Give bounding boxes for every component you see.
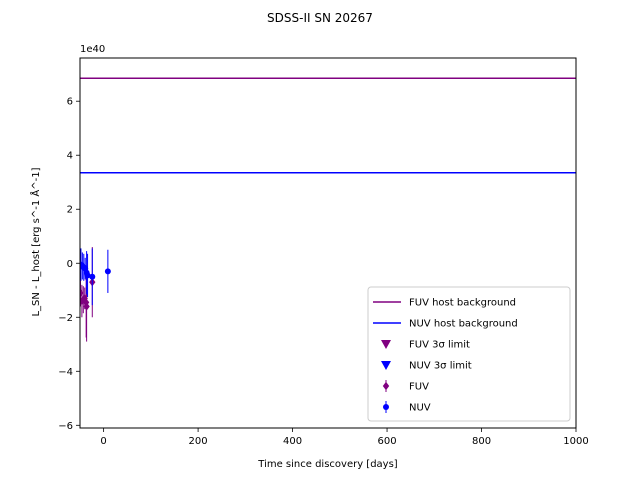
y-tick-label: 0 — [67, 259, 73, 270]
y-offset-label: 1e40 — [80, 44, 105, 55]
y-tick-label: 4 — [67, 151, 73, 162]
y-tick-label: −2 — [58, 313, 73, 324]
legend-handle-nuv — [383, 404, 389, 410]
legend-handle-nuv-3-limit — [381, 361, 391, 370]
x-tick-label: 0 — [100, 436, 106, 447]
legend: FUV host background NUV host background FU… — [367, 286, 571, 422]
legend-handle-fuv — [382, 381, 390, 391]
nuv-point — [89, 273, 96, 280]
legend-label-fuv-host-background: FUV host background — [409, 298, 516, 309]
x-tick-label: 600 — [378, 436, 397, 447]
y-tick-label: −4 — [58, 367, 73, 378]
x-tick-label: 1000 — [563, 436, 588, 447]
nuv-series — [80, 248, 111, 306]
legend-label-nuv: NUV — [409, 403, 431, 414]
x-axis-label: Time since discovery [days] — [257, 459, 398, 470]
plot-area — [80, 77, 576, 342]
chart-title: SDSS-II SN 20267 — [267, 11, 373, 25]
y-axis: −6 −4 −2 0 2 4 6 — [58, 97, 80, 432]
y-tick-label: −6 — [58, 421, 73, 432]
y-tick-label: 2 — [67, 205, 73, 216]
legend-label-nuv-host-background: NUV host background — [409, 319, 518, 330]
nuv-point — [104, 268, 111, 275]
legend-handle-fuv-3-limit — [381, 340, 391, 349]
legend-label-nuv-3-limit: NUV 3σ limit — [409, 361, 472, 372]
y-tick-label: 6 — [67, 97, 73, 108]
legend-label-fuv-3-limit: FUV 3σ limit — [409, 340, 470, 351]
nuv-point — [84, 272, 91, 279]
x-tick-label: 200 — [189, 436, 208, 447]
x-axis: 0 200 400 600 800 1000 — [100, 428, 589, 447]
fuv-point — [83, 302, 90, 311]
plot-frame — [79, 57, 577, 429]
x-tick-label: 400 — [283, 436, 302, 447]
legend-box — [367, 286, 571, 422]
legend-label-fuv: FUV — [409, 382, 429, 393]
x-tick-label: 800 — [472, 436, 491, 447]
y-axis-label: L_SN - L_host [erg s^-1 Å^-1] — [29, 167, 42, 316]
